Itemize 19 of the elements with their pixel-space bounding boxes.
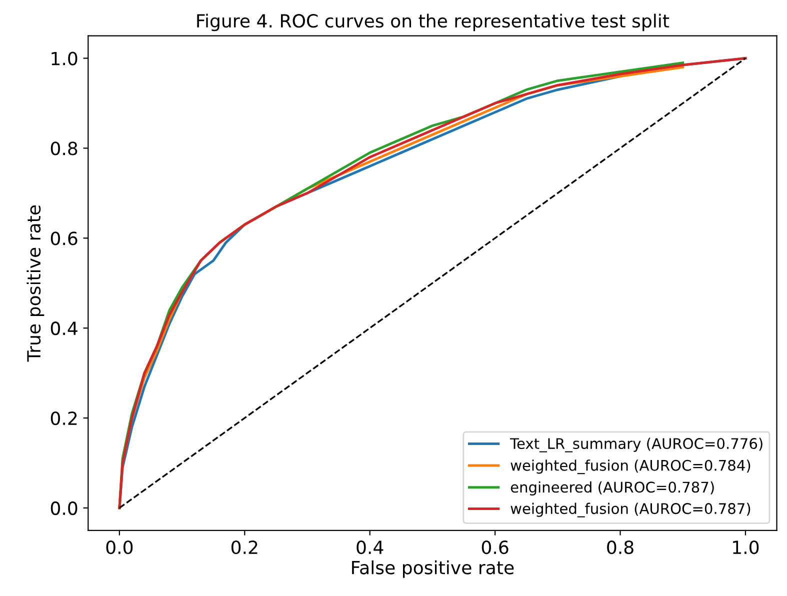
y-tick-label: 0.6 bbox=[50, 232, 78, 246]
x-tick-label: 0.6 bbox=[482, 540, 508, 554]
y-tick-label: 0.8 bbox=[50, 142, 78, 156]
x-tick-label: 1.0 bbox=[733, 540, 759, 554]
x-tick-label: 0.8 bbox=[607, 540, 634, 554]
chart-title: Figure 4. ROC curves on the representative test split bbox=[197, 14, 670, 32]
x-tick-label: 0.0 bbox=[106, 540, 133, 554]
x-axis-title: False positive rate bbox=[352, 560, 514, 578]
legend-label: weighted_fusion (AUROC=0.787) bbox=[510, 502, 750, 518]
x-tick-label: 0.4 bbox=[356, 540, 384, 554]
legend-label: engineered (AUROC=0.787) bbox=[510, 481, 714, 496]
y-tick-label: 0.2 bbox=[50, 411, 77, 426]
legend-label: weighted_fusion (AUROC=0.784) bbox=[510, 460, 750, 474]
y-tick-label: 1.0 bbox=[52, 52, 78, 66]
y-axis-title: True positive rate bbox=[26, 205, 44, 362]
y-tick-label: 0.0 bbox=[50, 501, 78, 516]
y-tick-label: 0.4 bbox=[50, 322, 78, 336]
legend-label: Text_LR_summary (AUROC=0.776) bbox=[510, 438, 762, 452]
x-tick-label: 0.2 bbox=[231, 540, 258, 554]
